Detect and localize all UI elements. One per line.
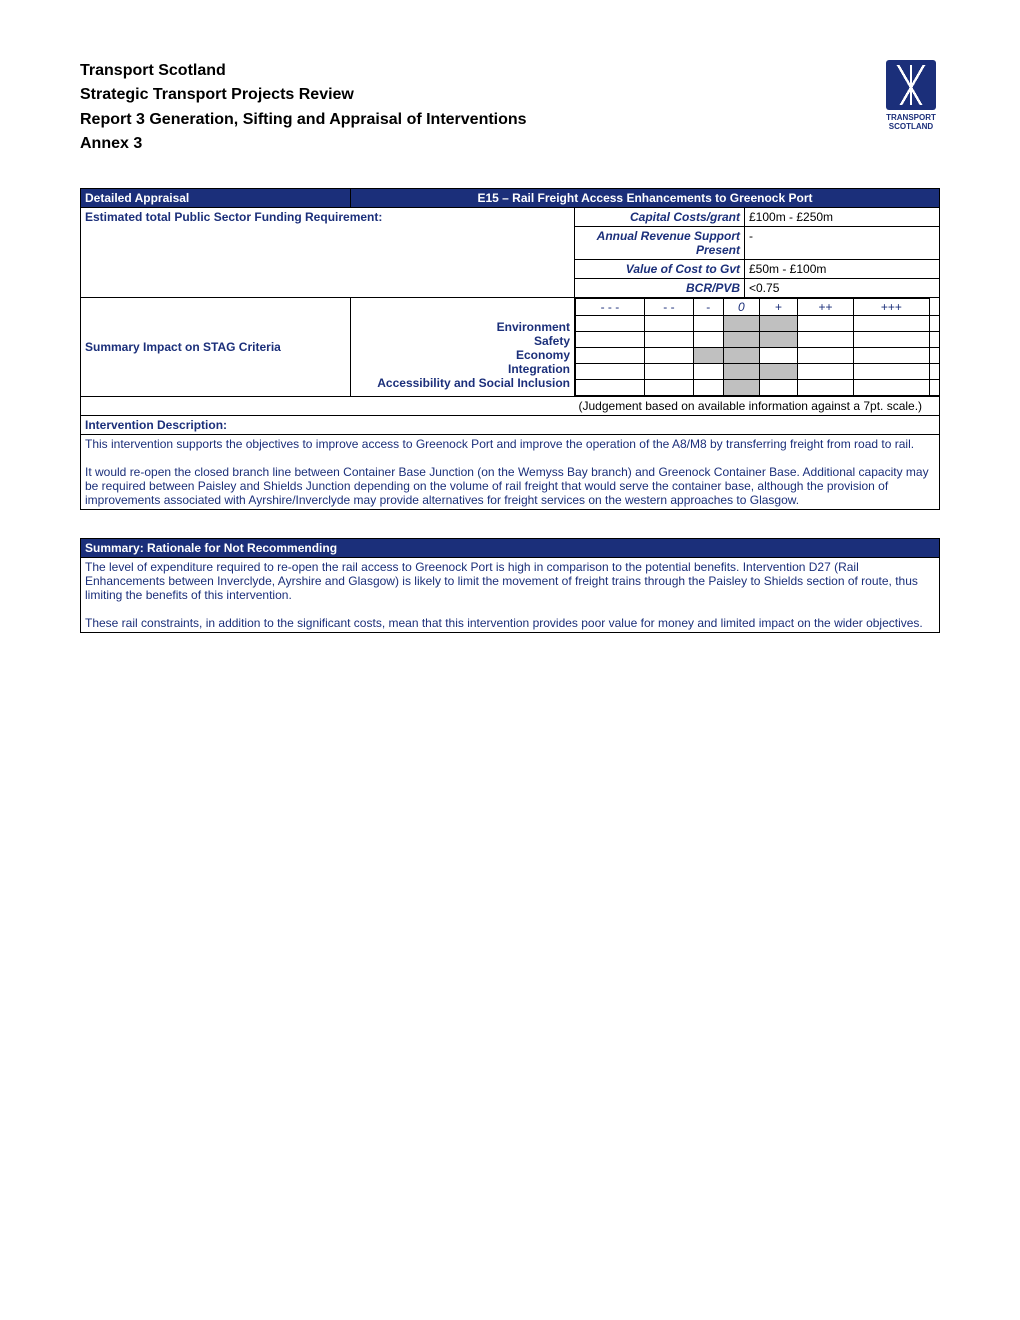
logo-icon: [886, 60, 936, 110]
impact-cell: [723, 347, 760, 363]
cost-row-value-3: <0.75: [745, 278, 940, 297]
impact-cell: [723, 331, 760, 347]
header-titles: Transport Scotland Strategic Transport P…: [80, 60, 527, 158]
cost-row-label-0: Capital Costs/grant: [575, 207, 745, 226]
impact-grid-cell: - - -- --0++++++: [575, 297, 940, 396]
header-line2: Strategic Transport Projects Review: [80, 84, 527, 106]
impact-cell: [760, 331, 798, 347]
impact-cell: [644, 315, 693, 331]
impact-cell: [854, 331, 929, 347]
impact-cell: [576, 315, 645, 331]
appraisal-table: Detailed Appraisal E15 – Rail Freight Ac…: [80, 188, 940, 510]
impact-cell: [854, 379, 929, 395]
impact-left-label: Summary Impact on STAG Criteria: [81, 297, 351, 396]
impact-grid: - - -- --0++++++: [575, 298, 939, 396]
impact-scale-6: +++: [854, 298, 929, 315]
impact-scale-4: +: [760, 298, 798, 315]
impact-cell: [797, 315, 853, 331]
impact-cell: [760, 315, 798, 331]
impact-scale-3: 0: [723, 298, 760, 315]
impact-scale-2: -: [694, 298, 724, 315]
summary-table: Summary: Rationale for Not Recommending …: [80, 538, 940, 633]
impact-cell: [797, 347, 853, 363]
summary-heading: Summary: Rationale for Not Recommending: [81, 538, 940, 557]
description-body: This intervention supports the objective…: [81, 434, 940, 509]
cost-row-value-2: £50m - £100m: [745, 259, 940, 278]
cost-row-value-1: -: [745, 226, 940, 259]
impact-cell: [644, 347, 693, 363]
logo-text: TRANSPORT SCOTLAND: [886, 114, 936, 132]
impact-cell: [797, 379, 853, 395]
page-header: Transport Scotland Strategic Transport P…: [80, 60, 940, 158]
impact-cell: [854, 315, 929, 331]
impact-cell: [760, 363, 798, 379]
appraisal-title-right: E15 – Rail Freight Access Enhancements t…: [351, 188, 940, 207]
impact-criteria-col: Environment Safety Economy Integration A…: [351, 297, 575, 396]
impact-cell: [644, 363, 693, 379]
cost-row-label-2: Value of Cost to Gvt: [575, 259, 745, 278]
impact-cell: [723, 315, 760, 331]
impact-cell: [854, 363, 929, 379]
impact-cell: [694, 363, 724, 379]
impact-cell: [576, 379, 645, 395]
impact-cell: [760, 379, 798, 395]
impact-cell: [644, 379, 693, 395]
logo: TRANSPORT SCOTLAND: [882, 60, 940, 150]
impact-note: (Judgement based on available informatio…: [575, 396, 940, 415]
cost-row-value-0: £100m - £250m: [745, 207, 940, 226]
appraisal-title-left: Detailed Appraisal: [81, 188, 351, 207]
impact-cell: [576, 363, 645, 379]
impact-note-spacer: [81, 396, 575, 415]
impact-cell: [644, 331, 693, 347]
impact-cell: [694, 331, 724, 347]
impact-scale-5: ++: [797, 298, 853, 315]
impact-cell: [854, 347, 929, 363]
impact-cell: [797, 331, 853, 347]
impact-cell: [576, 347, 645, 363]
impact-cell: [797, 363, 853, 379]
cost-row-label-3: BCR/PVB: [575, 278, 745, 297]
cost-row-label-1: Annual Revenue Support Present: [575, 226, 745, 259]
impact-cell: [723, 379, 760, 395]
impact-cell: [694, 379, 724, 395]
impact-cell: [694, 347, 724, 363]
funding-label: Estimated total Public Sector Funding Re…: [81, 207, 575, 297]
impact-cell: [723, 363, 760, 379]
impact-scale-0: - - -: [576, 298, 645, 315]
impact-cell: [760, 347, 798, 363]
summary-body: The level of expenditure required to re-…: [81, 557, 940, 632]
header-line1: Transport Scotland: [80, 60, 527, 82]
impact-scale-1: - -: [644, 298, 693, 315]
description-heading: Intervention Description:: [81, 415, 940, 434]
impact-cell: [576, 331, 645, 347]
header-line4: Annex 3: [80, 133, 527, 155]
header-line3: Report 3 Generation, Sifting and Apprais…: [80, 109, 527, 131]
impact-cell: [694, 315, 724, 331]
